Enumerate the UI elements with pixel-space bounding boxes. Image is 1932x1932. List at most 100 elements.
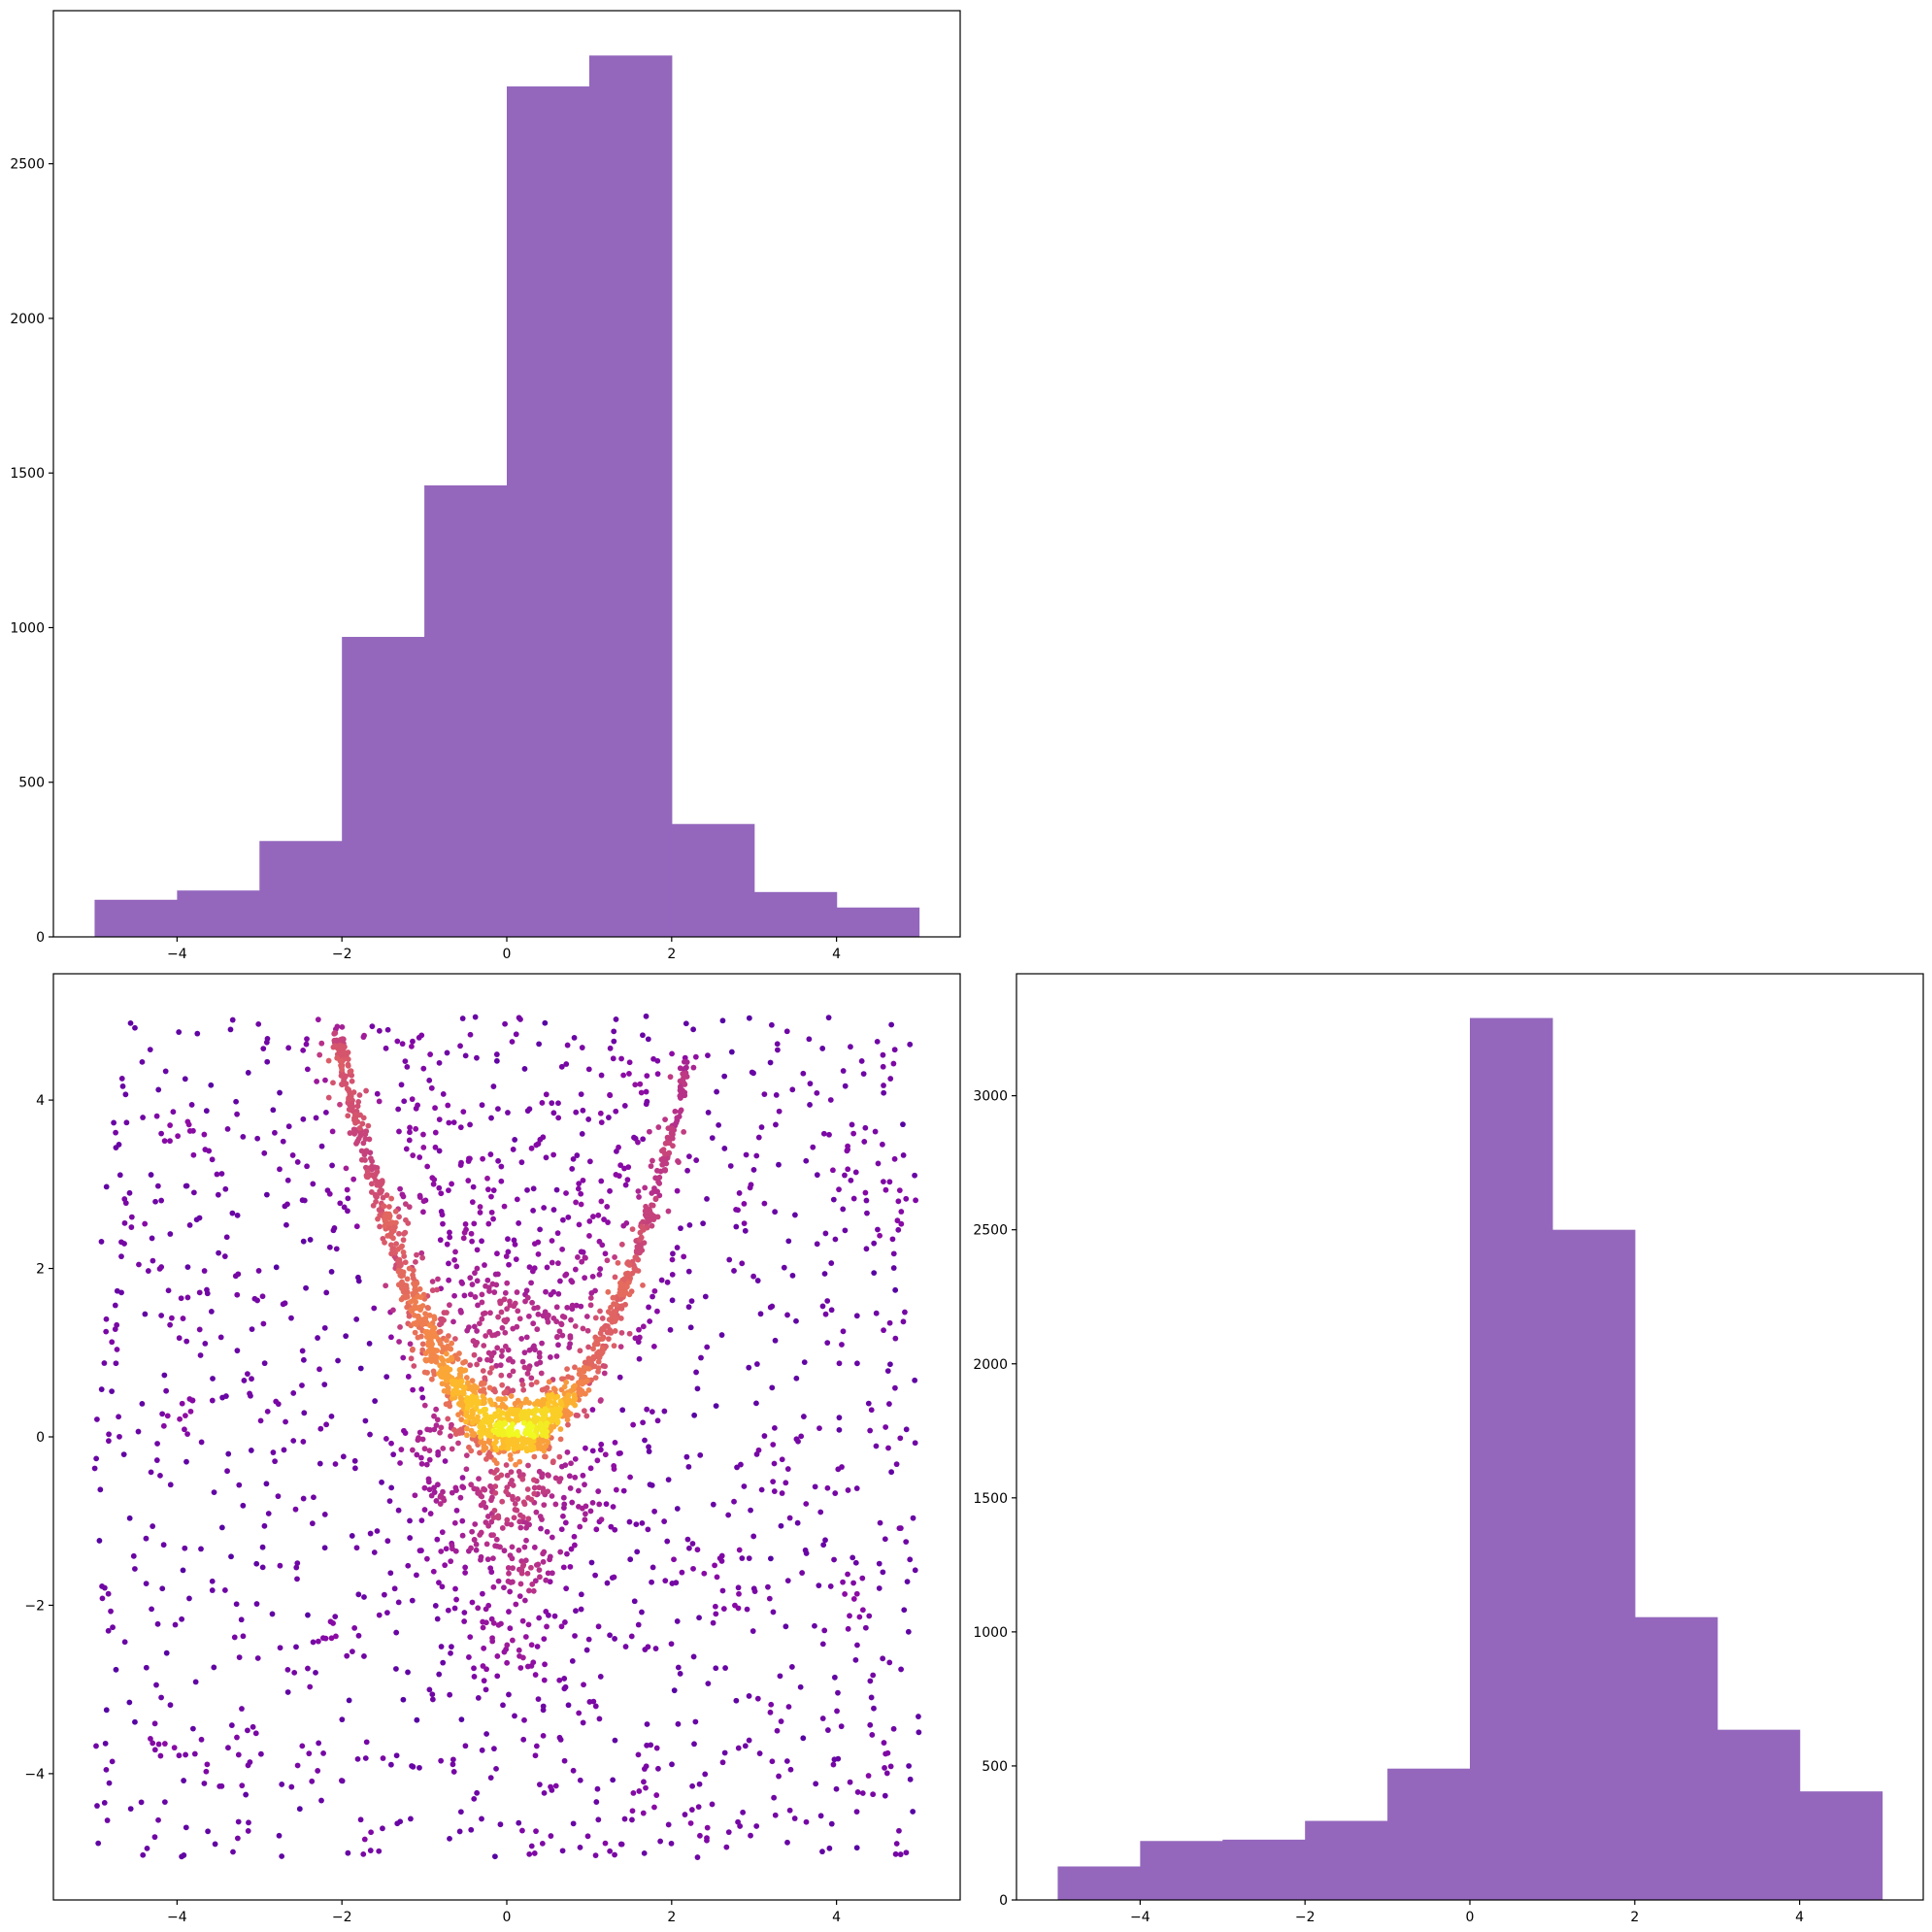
- scatter-point: [516, 1593, 523, 1600]
- scatter-point: [534, 1644, 541, 1649]
- scatter-point: [520, 1419, 527, 1426]
- scatter-point: [579, 1505, 585, 1512]
- scatter-point: [383, 1282, 389, 1289]
- scatter-point: [416, 1315, 421, 1321]
- scatter-point: [636, 1334, 643, 1341]
- scatter-point: [886, 1319, 893, 1326]
- scatter-point: [414, 1572, 419, 1579]
- scatter-point: [487, 1414, 494, 1420]
- scatter-point: [157, 1752, 164, 1759]
- scatter-point: [631, 1598, 638, 1605]
- scatter-point: [817, 1813, 824, 1819]
- scatter-point: [304, 1066, 311, 1073]
- scatter-point: [183, 1413, 188, 1419]
- scatter-point: [439, 1583, 446, 1590]
- scatter-point: [361, 1594, 367, 1600]
- scatter-point: [530, 1587, 537, 1594]
- scatter-point: [597, 1674, 604, 1680]
- scatter-point: [191, 1750, 198, 1757]
- scatter-point: [438, 1190, 445, 1197]
- scatter-point: [705, 1681, 712, 1687]
- scatter-point: [610, 1504, 616, 1510]
- scatter-point: [568, 1278, 575, 1283]
- scatter-point: [611, 1343, 617, 1349]
- scatter-point: [409, 1447, 416, 1453]
- scatter-point: [507, 1481, 514, 1487]
- scatter-point: [870, 1791, 877, 1798]
- scatter-point: [190, 1189, 197, 1196]
- scatter-point: [488, 1193, 494, 1200]
- scatter-point: [694, 1854, 701, 1860]
- scatter-point: [544, 1264, 550, 1271]
- scatter-point: [822, 1230, 829, 1237]
- scatter-point: [785, 1704, 792, 1710]
- scatter-point: [243, 1791, 250, 1798]
- scatter-point: [484, 1186, 491, 1193]
- scatter-point: [636, 1237, 643, 1243]
- scatter-point: [537, 1226, 544, 1233]
- scatter-point: [419, 1436, 426, 1443]
- scatter-point: [618, 1241, 625, 1248]
- scatter-point: [421, 1446, 428, 1452]
- scatter-point: [685, 1463, 692, 1470]
- scatter-point: [410, 1152, 416, 1158]
- scatter-point: [783, 1623, 789, 1630]
- scatter-point: [460, 1235, 467, 1242]
- scatter-point: [557, 1426, 564, 1432]
- scatter-point: [575, 1413, 581, 1418]
- scatter-point: [475, 1695, 482, 1701]
- scatter-point: [120, 1451, 127, 1458]
- scatter-point: [323, 1289, 330, 1296]
- scatter-point: [494, 1673, 501, 1680]
- scatter-point: [803, 1501, 810, 1507]
- scatter-point: [458, 1309, 464, 1316]
- scatter-point: [446, 1333, 451, 1339]
- scatter-point: [132, 1024, 138, 1031]
- scatter-point: [329, 1162, 335, 1169]
- scatter-point: [558, 1526, 565, 1533]
- scatter-point: [520, 1386, 527, 1393]
- scatter-point: [121, 1196, 128, 1202]
- scatter-point: [434, 1286, 440, 1293]
- scatter-point: [776, 1161, 782, 1168]
- scatter-point: [399, 1279, 405, 1285]
- scatter-point: [545, 1439, 551, 1446]
- scatter-point: [797, 1683, 804, 1690]
- scatter-point: [303, 1041, 310, 1048]
- scatter-point: [532, 1409, 538, 1416]
- scatter-point: [612, 1328, 618, 1334]
- scatter-point: [868, 1407, 875, 1414]
- scatter-point: [653, 1745, 660, 1751]
- scatter-point: [691, 1412, 698, 1418]
- scatter-point: [326, 1244, 333, 1250]
- scatter-point: [612, 1526, 618, 1533]
- scatter-point: [640, 1419, 647, 1426]
- scatter-point: [508, 1469, 515, 1476]
- scatter-point: [549, 1100, 555, 1107]
- scatter-point: [635, 1621, 642, 1628]
- scatter-point: [448, 1649, 453, 1656]
- scatter-point: [665, 1821, 672, 1828]
- scatter-point: [803, 1550, 810, 1556]
- scatter-point: [821, 1627, 828, 1634]
- scatter-point: [526, 1106, 533, 1113]
- scatter-point: [569, 1375, 575, 1382]
- scatter-point: [190, 1151, 197, 1158]
- scatter-point: [397, 1185, 403, 1192]
- scatter-point: [440, 1091, 447, 1097]
- scatter-point: [176, 1029, 183, 1035]
- scatter-point: [871, 1240, 878, 1247]
- scatter-point: [383, 1610, 390, 1616]
- scatter-point: [404, 1064, 411, 1070]
- scatter-point: [372, 1398, 379, 1404]
- scatter-point: [417, 1294, 424, 1300]
- scatter-point: [541, 1789, 548, 1796]
- scatter-point: [654, 1308, 660, 1315]
- scatter-point: [645, 1644, 651, 1650]
- scatter-point: [513, 1601, 519, 1608]
- scatter-point: [665, 1477, 672, 1483]
- scatter-point: [735, 1584, 742, 1591]
- scatter-point: [492, 1853, 498, 1860]
- scatter-point: [328, 1413, 335, 1419]
- scatter-point: [788, 1664, 795, 1670]
